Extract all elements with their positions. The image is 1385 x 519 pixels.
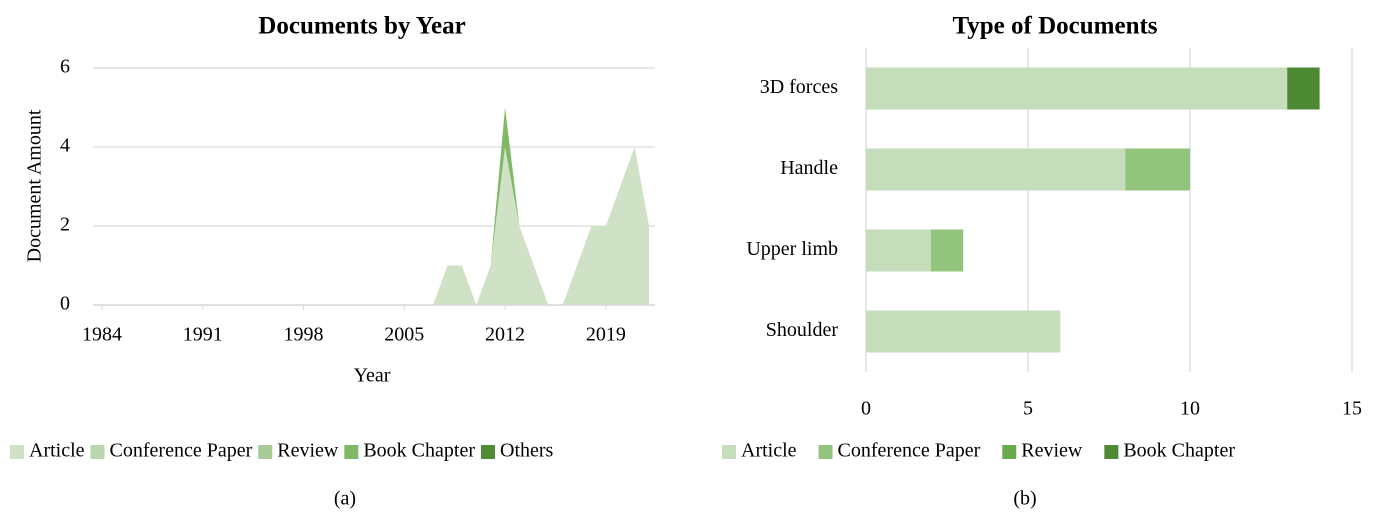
caption: (b) <box>1013 488 1036 510</box>
legend-swatch <box>258 445 273 459</box>
x-tick-label: 15 <box>1342 398 1362 420</box>
area <box>102 107 649 305</box>
legend-label: Others <box>500 440 554 462</box>
y-tick-label: Upper limb <box>746 238 838 260</box>
x-tick-label: 1991 <box>183 324 223 346</box>
x-tick-label: 5 <box>1023 398 1033 420</box>
x-tick-label: 2012 <box>485 324 525 346</box>
bar <box>866 229 931 272</box>
legend-label: Book Chapter <box>1123 440 1235 462</box>
area <box>102 107 649 305</box>
legend-label: Conference Paper <box>838 440 981 462</box>
caption: (a) <box>334 488 356 510</box>
x-tick-label: 2019 <box>586 324 626 346</box>
legend-swatch <box>344 445 359 459</box>
legend-label: Review <box>1021 440 1083 462</box>
bar <box>866 148 1126 191</box>
x-tick-label: 1998 <box>284 324 324 346</box>
y-tick-label: Handle <box>780 157 838 179</box>
y-axis-label: Document Amount <box>24 109 46 262</box>
legend-swatch <box>1002 445 1017 459</box>
legend-swatch <box>818 445 833 459</box>
legend-label: Review <box>277 440 339 462</box>
legend-label: Book Chapter <box>363 440 475 462</box>
y-tick-label: 2 <box>60 214 70 236</box>
y-tick-label: 3D forces <box>760 76 839 98</box>
x-tick-label: 10 <box>1180 398 1200 420</box>
y-tick-label: 0 <box>60 293 70 315</box>
area <box>102 147 649 305</box>
x-tick-label: 0 <box>861 398 871 420</box>
x-axis-label: Year <box>354 365 391 387</box>
chart-title: Documents by Year <box>258 13 465 40</box>
legend-label: Conference Paper <box>110 440 253 462</box>
y-tick-label: 6 <box>60 56 70 78</box>
legend-label: Article <box>29 440 85 462</box>
legend-swatch <box>90 445 105 459</box>
x-tick-label: 1984 <box>82 324 122 346</box>
bar <box>1125 148 1190 191</box>
legend-swatch <box>10 445 24 459</box>
bar <box>866 67 1288 110</box>
legend-swatch <box>481 445 495 459</box>
y-tick-label: 4 <box>60 135 70 157</box>
legend-swatch <box>1104 445 1119 459</box>
y-tick-label: Shoulder <box>766 319 839 341</box>
legend-label: Article <box>741 440 797 462</box>
chart-title: Type of Documents <box>952 13 1157 40</box>
bar <box>866 310 1061 353</box>
x-tick-label: 2005 <box>384 324 424 346</box>
bar <box>1287 67 1320 110</box>
bar <box>930 229 964 272</box>
legend-swatch <box>722 445 736 459</box>
